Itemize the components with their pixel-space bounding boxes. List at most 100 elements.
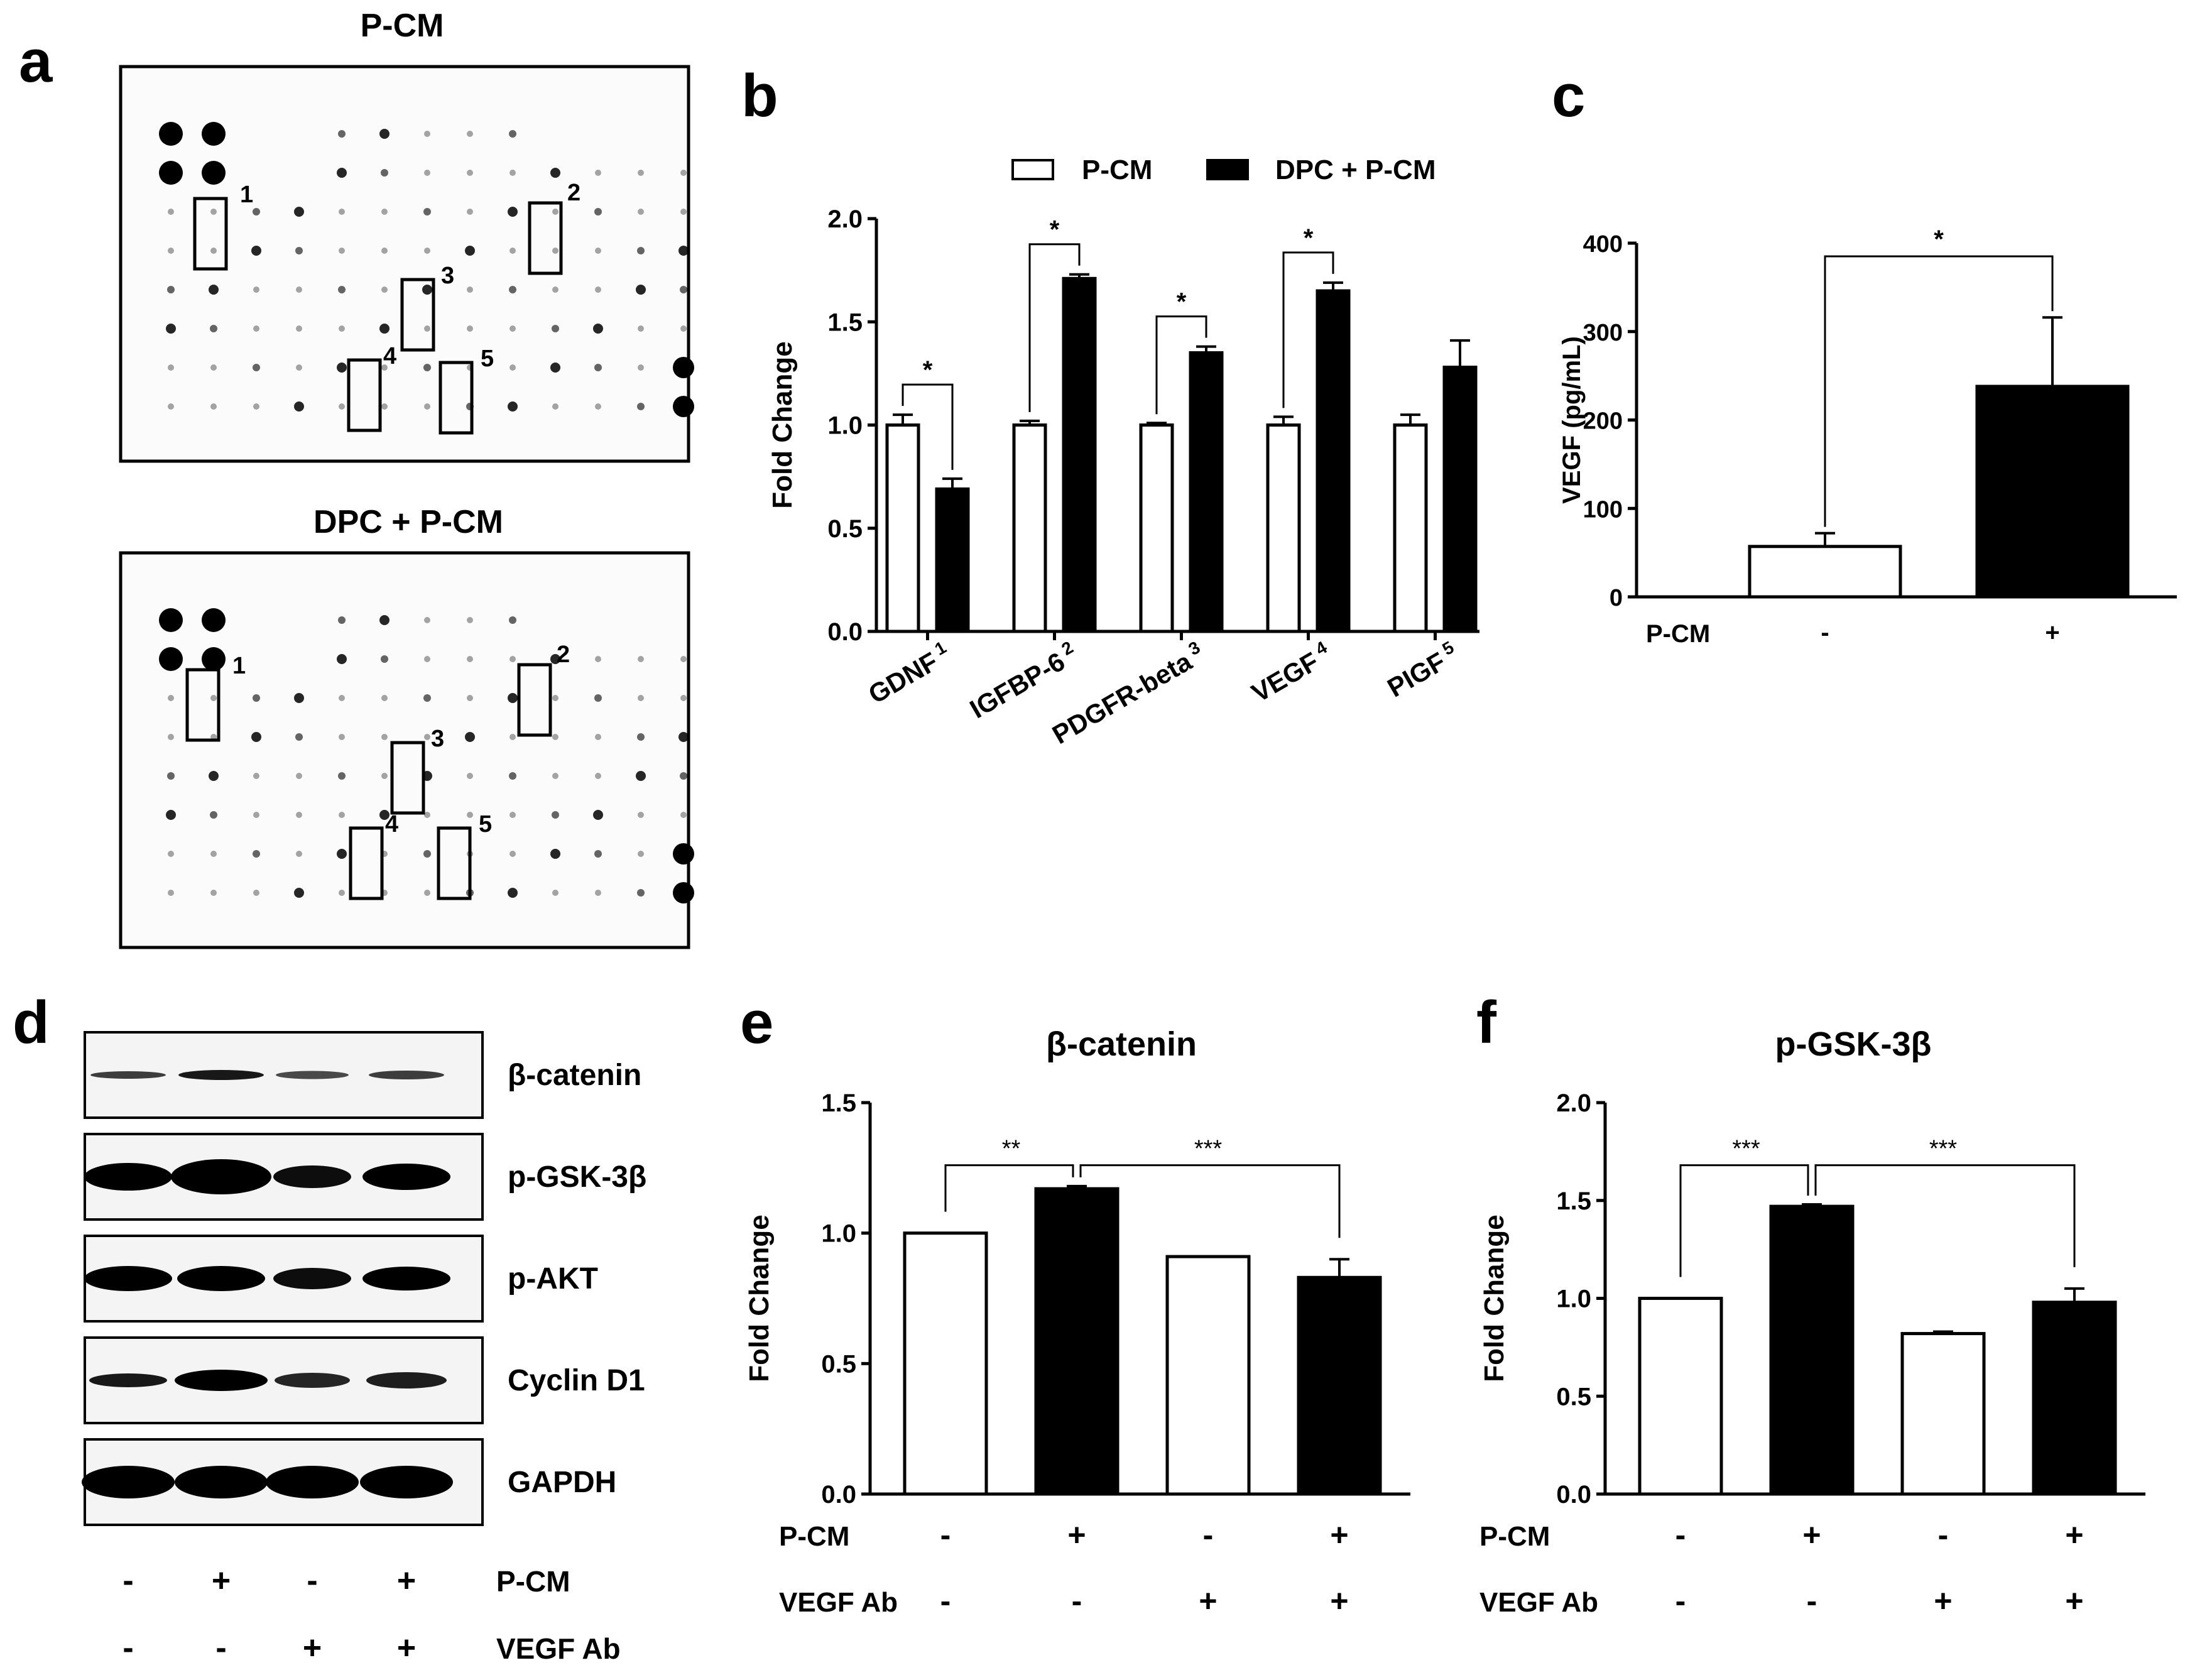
array-spot xyxy=(202,608,226,632)
array-box-number: 1 xyxy=(240,182,253,208)
b-category-label: IGFBP-6 2 xyxy=(964,637,1082,724)
array-spot xyxy=(423,364,431,371)
array-spot xyxy=(594,364,602,371)
array-spot xyxy=(381,286,388,293)
array-highlight-box xyxy=(390,741,425,815)
d-blot-band xyxy=(366,1372,447,1389)
e-y-tick-label: 0.0 xyxy=(821,1481,856,1509)
array-spot xyxy=(465,246,475,256)
b-significance-bracket xyxy=(902,383,954,470)
e-sign: - xyxy=(940,1517,951,1552)
array-spot xyxy=(253,773,259,779)
array-spot xyxy=(467,209,473,215)
array-spot xyxy=(637,889,645,897)
array-spot xyxy=(637,733,645,741)
array-spot xyxy=(338,616,346,624)
array-spot xyxy=(422,285,432,295)
array-spot xyxy=(550,363,560,373)
array-spot xyxy=(509,170,516,176)
c-y-axis-label: VEGF (pg/mL) xyxy=(1558,336,1586,504)
array-spot xyxy=(595,403,601,410)
array-spot xyxy=(202,122,226,146)
panel-letter-d: d xyxy=(13,989,50,1056)
d-sign: + xyxy=(212,1563,231,1599)
array-spot xyxy=(339,812,345,818)
f-y-tick-label: 0.5 xyxy=(1556,1383,1591,1410)
b-significance-star: * xyxy=(923,356,933,384)
array-spot xyxy=(509,325,516,332)
d-sign: + xyxy=(397,1563,416,1599)
array-spot xyxy=(638,812,644,818)
array-spot xyxy=(467,131,473,137)
array-spot xyxy=(680,170,687,176)
array-spot xyxy=(424,170,430,176)
b-bar-pcm xyxy=(1139,423,1174,633)
b-legend-label-pcm: P-CM xyxy=(1082,155,1152,185)
d-sign: - xyxy=(123,1630,133,1666)
c-y-tick-label: 0 xyxy=(1610,585,1623,611)
array-spot xyxy=(253,286,259,293)
array-spot xyxy=(294,693,304,703)
f-y-axis-label: Fold Change xyxy=(1479,1214,1510,1382)
array-box-number: 4 xyxy=(385,811,398,838)
b-bar-dpc-pcm xyxy=(1442,366,1478,633)
array-spot xyxy=(595,656,601,662)
b-bar-dpc-pcm xyxy=(935,487,970,633)
array-highlight-box xyxy=(185,668,221,742)
d-blot-band xyxy=(273,1165,351,1188)
e-sign: - xyxy=(940,1583,951,1618)
array-spot xyxy=(338,286,346,293)
array-spot xyxy=(381,209,388,215)
array-spot xyxy=(338,130,346,138)
array-spot xyxy=(381,655,388,663)
array-spot xyxy=(680,695,687,701)
b-y-axis-label: Fold Change xyxy=(767,341,798,508)
panel-letter-a: a xyxy=(19,28,53,95)
array-spot xyxy=(509,248,516,254)
array1-title: P-CM xyxy=(361,8,444,44)
b-category-name: PDGFR-beta xyxy=(1047,646,1197,750)
array-spot xyxy=(467,695,473,701)
array1-spots xyxy=(159,122,694,417)
e-sign: + xyxy=(1067,1517,1086,1552)
array-spot xyxy=(210,811,217,819)
array-spot xyxy=(673,357,694,378)
f-bar xyxy=(2032,1301,2117,1496)
array-spot xyxy=(210,890,217,896)
panel-f-chart: p-GSK-3β 0.0 0.5 1.0 1.5 2.0 Fold Change P-CM -… xyxy=(1479,1025,2145,1618)
array-spot xyxy=(638,695,644,701)
array-spot xyxy=(209,285,219,295)
array-spot xyxy=(294,888,304,898)
b-y-tick-label: 0.0 xyxy=(827,618,863,646)
d-blot-label: p-GSK-3β xyxy=(508,1160,646,1194)
array-spot xyxy=(337,363,347,373)
array-spot xyxy=(166,810,176,820)
d-blot-band xyxy=(362,1164,450,1190)
panel-b-chart: 0.0 0.5 1.0 1.5 2.0 Fold Change * GDNF 1 * IGFBP-… xyxy=(767,155,1479,750)
panel-letter-b: b xyxy=(741,62,778,129)
e-significance-1: ** xyxy=(1002,1136,1021,1162)
array-spot xyxy=(637,403,645,410)
d-sign: - xyxy=(123,1563,133,1599)
e-y-tick-label: 1.0 xyxy=(821,1220,856,1248)
array-spot xyxy=(381,169,388,177)
array-spot xyxy=(508,888,518,898)
array-spot xyxy=(337,168,347,178)
array-spot xyxy=(673,396,694,417)
b-category-label: VEGF 4 xyxy=(1246,637,1337,707)
array-spot xyxy=(550,654,560,664)
panel-letter-c: c xyxy=(1552,62,1585,129)
f-sign: + xyxy=(2065,1517,2083,1552)
c-sign: + xyxy=(2045,619,2059,647)
array-spot xyxy=(296,364,302,371)
d-blot-band xyxy=(175,1466,268,1498)
array-spot xyxy=(595,773,601,779)
array-spot xyxy=(594,208,602,216)
panel-e-title: β-catenin xyxy=(1046,1025,1197,1063)
b-y-tick-label: 1.0 xyxy=(827,412,863,440)
panel-f-title: p-GSK-3β xyxy=(1775,1025,1932,1063)
d-sign: + xyxy=(397,1630,416,1666)
array-spot xyxy=(467,286,473,293)
array-box-number: 5 xyxy=(479,811,492,838)
array-spot xyxy=(168,209,174,215)
